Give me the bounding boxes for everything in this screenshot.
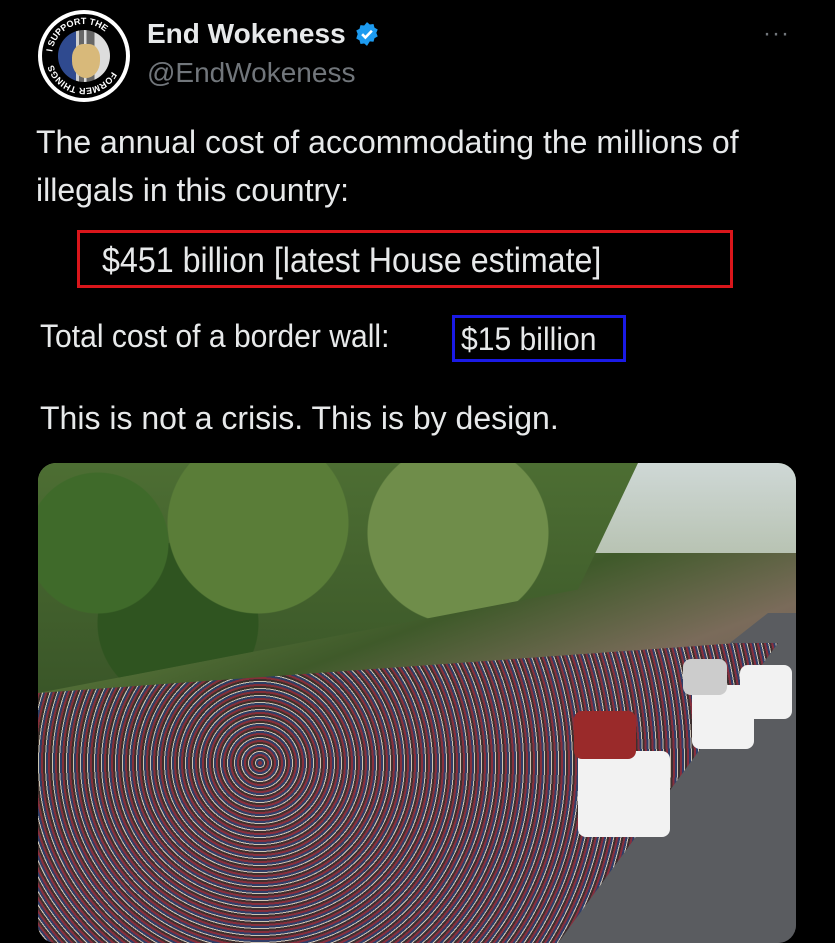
border-wall-line: Total cost of a border wall:: [40, 318, 412, 355]
author-name[interactable]: End Wokeness: [147, 18, 380, 50]
avatar[interactable]: I SUPPORT THE FORMER THINGS: [38, 10, 130, 102]
avatar-logo: I SUPPORT THE FORMER THINGS: [44, 16, 119, 96]
svg-text:FORMER THINGS: FORMER THINGS: [46, 64, 119, 96]
cost-estimate-text: $451 billion [latest House estimate]: [102, 241, 602, 280]
photo-car: [574, 711, 636, 759]
photo-car: [683, 659, 727, 695]
highlight-red-box: $451 billion [latest House estimate]: [77, 230, 733, 288]
author-name-text: End Wokeness: [147, 18, 346, 49]
border-wall-label: Total cost of a border wall:: [40, 318, 390, 354]
highlight-blue-box: $15 billion: [452, 315, 626, 362]
photo-van: [578, 751, 670, 837]
tweet-photo[interactable]: [38, 463, 796, 943]
photo-van: [740, 665, 792, 719]
wall-cost-text: $15 billion: [461, 321, 597, 357]
author-handle[interactable]: @EndWokeness: [147, 57, 356, 88]
more-icon[interactable]: ···: [763, 20, 790, 47]
verified-badge-icon: [355, 22, 378, 46]
svg-text:I SUPPORT THE: I SUPPORT THE: [44, 16, 109, 52]
tweet-text: The annual cost of accommodating the mil…: [36, 124, 739, 208]
avatar-face: [72, 44, 100, 78]
closing-text: This is not a crisis. This is by design.: [40, 400, 559, 436]
